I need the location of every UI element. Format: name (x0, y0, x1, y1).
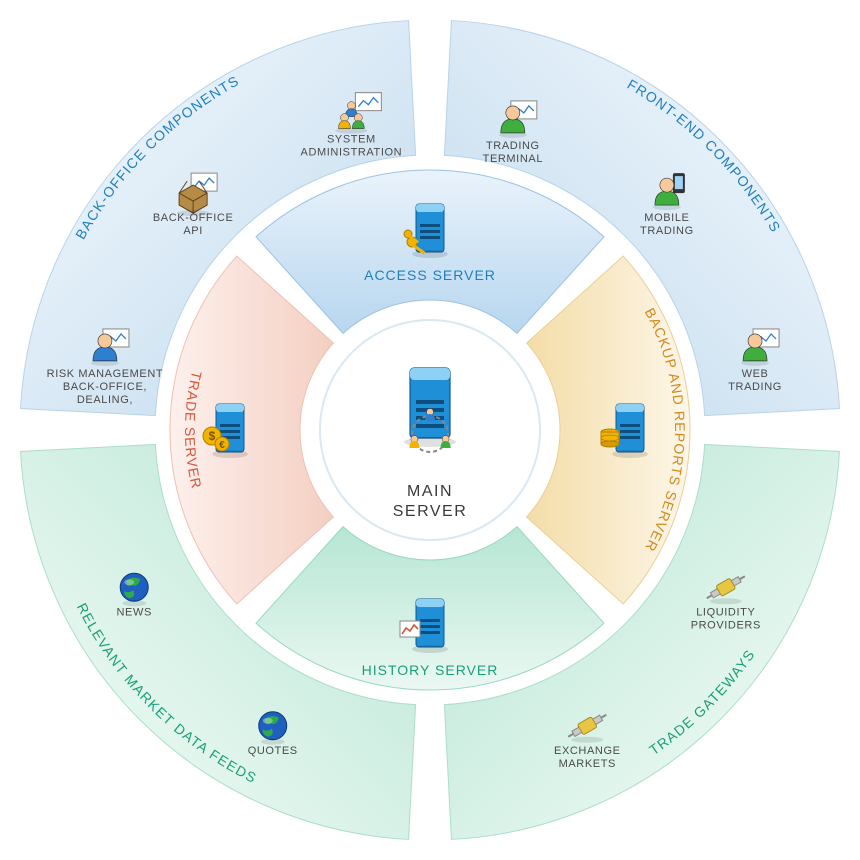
item-label: SYSTEM (327, 134, 376, 146)
svg-text:$: $ (209, 429, 216, 443)
item-label: TRADING (640, 225, 694, 237)
item-label: LIQUIDITY (696, 606, 755, 618)
item-label: MOBILE (644, 212, 689, 224)
item-label: EXCHANGE (554, 745, 621, 757)
item-label: QUOTES (248, 745, 298, 757)
item-label: TRADING (728, 381, 782, 393)
item-label: BACK-OFFICE (153, 212, 234, 224)
main-server-icon (404, 368, 456, 452)
architecture-diagram: FRONT-END COMPONENTSTRADINGTERMINALMOBIL… (0, 0, 860, 860)
item-label: TRADING (486, 140, 540, 152)
item-label: WEB (742, 368, 769, 380)
item-label: BACK-OFFICE, (63, 381, 147, 393)
item-label: MARKETS (559, 758, 616, 770)
item-label: ADMINISTRATION (301, 147, 403, 159)
item-label: RISK MANAGEMENT (47, 368, 164, 380)
segment-label-history: HISTORY SERVER (362, 662, 499, 678)
item-label: NEWS (117, 606, 152, 618)
item-label: PROVIDERS (691, 619, 761, 631)
item-label: TERMINAL (483, 153, 543, 165)
segment-label-access: ACCESS SERVER (364, 267, 496, 283)
item-label: API (183, 225, 203, 237)
svg-text:€: € (219, 440, 225, 451)
center-label-1: MAIN (407, 483, 453, 500)
center-label-2: SERVER (393, 503, 468, 520)
item-label: DEALING, (77, 394, 133, 406)
